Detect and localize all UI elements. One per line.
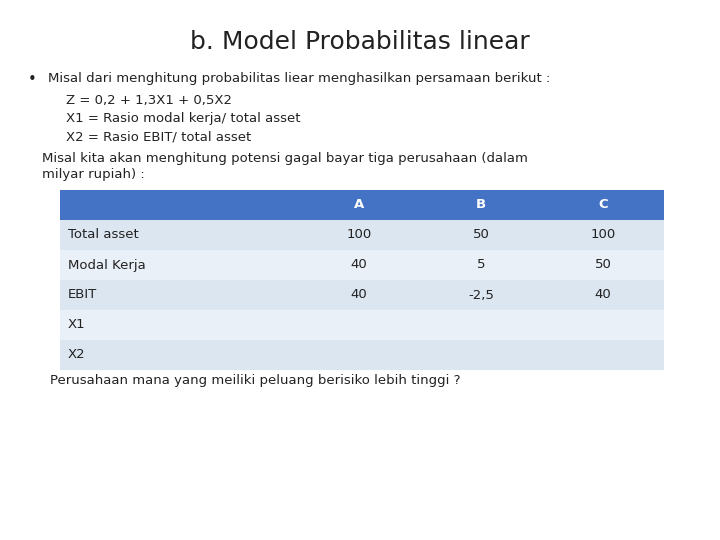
Text: X2: X2 [68,348,86,361]
Text: -2,5: -2,5 [468,288,494,301]
Bar [420,190,542,220]
Bar [420,310,542,340]
Bar [420,250,542,280]
Bar [542,280,664,310]
Text: X1 = Rasio modal kerja/ total asset: X1 = Rasio modal kerja/ total asset [66,112,300,125]
Text: 5: 5 [477,259,485,272]
Bar [542,310,664,340]
Text: 40: 40 [351,259,367,272]
Text: Z = 0,2 + 1,3X1 + 0,5X2: Z = 0,2 + 1,3X1 + 0,5X2 [66,94,232,107]
Text: 40: 40 [595,288,611,301]
Text: EBIT: EBIT [68,288,97,301]
Bar [542,220,664,250]
Bar [298,310,420,340]
Bar [420,280,542,310]
Bar [60,340,298,370]
Text: C: C [598,199,608,212]
Bar [298,190,420,220]
Bar [542,190,664,220]
Text: milyar rupiah) :: milyar rupiah) : [42,168,145,181]
Text: Perusahaan mana yang meiliki peluang berisiko lebih tinggi ?: Perusahaan mana yang meiliki peluang ber… [50,374,461,387]
Bar [298,280,420,310]
Bar [420,220,542,250]
Text: Total asset: Total asset [68,228,139,241]
Bar [60,280,298,310]
Text: X1: X1 [68,319,86,332]
Text: 50: 50 [472,228,490,241]
Text: 100: 100 [346,228,372,241]
Text: Misal dari menghitung probabilitas liear menghasilkan persamaan berikut :: Misal dari menghitung probabilitas liear… [48,72,550,85]
Bar [60,250,298,280]
Text: X2 = Rasio EBIT/ total asset: X2 = Rasio EBIT/ total asset [66,130,251,143]
Text: 50: 50 [595,259,611,272]
Bar [542,340,664,370]
Text: B: B [476,199,486,212]
Text: b. Model Probabilitas linear: b. Model Probabilitas linear [190,30,530,54]
Bar [298,340,420,370]
Text: Misal kita akan menghitung potensi gagal bayar tiga perusahaan (dalam: Misal kita akan menghitung potensi gagal… [42,152,528,165]
Bar [60,190,298,220]
Bar [542,250,664,280]
Text: 100: 100 [590,228,616,241]
Text: Modal Kerja: Modal Kerja [68,259,145,272]
Bar [60,220,298,250]
Text: 40: 40 [351,288,367,301]
Text: •: • [28,72,37,87]
Bar [60,310,298,340]
Bar [298,250,420,280]
Bar [298,220,420,250]
Text: A: A [354,199,364,212]
Bar [420,340,542,370]
